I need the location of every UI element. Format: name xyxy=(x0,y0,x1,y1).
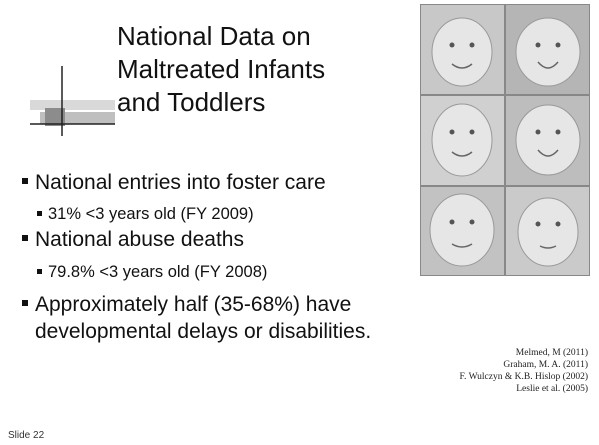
bullet-text: National abuse deaths xyxy=(35,228,244,251)
citation: Melmed, M (2011) xyxy=(516,347,588,358)
sub-bullet-text: 79.8% <3 years old (FY 2008) xyxy=(48,263,267,281)
bullet-text: National entries into foster care xyxy=(35,171,326,194)
bullet-marker xyxy=(22,178,28,184)
bullet-text: developmental delays or disabilities. xyxy=(35,320,371,343)
citation: Leslie et al. (2005) xyxy=(516,383,588,394)
bullet-marker xyxy=(22,300,28,306)
photo-collage xyxy=(420,4,590,276)
bullet-text: Approximately half (35-68%) have xyxy=(35,293,351,316)
slide-number: Slide 22 xyxy=(8,430,45,441)
slide: National Data on Maltreated Infants and … xyxy=(0,0,599,445)
title-line: Maltreated Infants xyxy=(117,54,325,84)
citation: F. Wulczyn & K.B. Hislop (2002) xyxy=(459,371,588,382)
sub-bullet-text: 31% <3 years old (FY 2009) xyxy=(48,205,254,223)
bullet-marker xyxy=(37,211,42,216)
bullet-marker xyxy=(37,269,42,274)
bullet-marker xyxy=(22,235,28,241)
title-line: National Data on xyxy=(117,21,311,51)
citation: Graham, M. A. (2011) xyxy=(503,359,588,370)
title-line: and Toddlers xyxy=(117,87,265,117)
